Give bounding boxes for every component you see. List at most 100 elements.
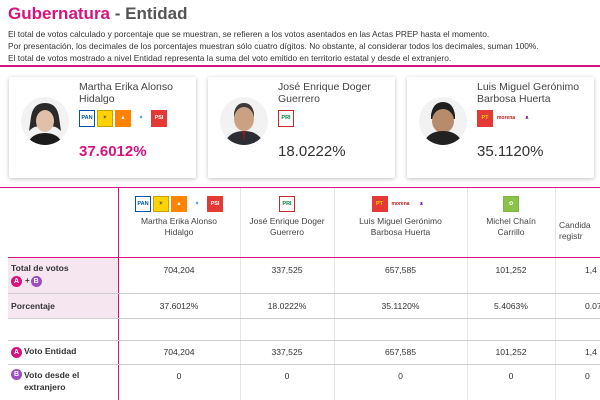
pan-logo-icon: PAN: [79, 109, 95, 127]
title-entidad: Entidad: [125, 4, 188, 23]
extranjero-cell: 0: [398, 371, 403, 381]
entidad-cell: 657,585: [384, 347, 417, 357]
entidad-label: Voto Entidad: [24, 346, 77, 356]
table-divider: [555, 188, 556, 400]
table-divider: [467, 188, 468, 400]
row-divider: [8, 340, 600, 341]
candidate-name: Luis Miguel Gerónimo Barbosa Huerta: [477, 81, 580, 105]
badge-a-icon: A: [11, 347, 22, 358]
party-logos: ✿: [467, 196, 555, 212]
header-divider: [0, 65, 600, 67]
title-gubernatura: Gubernatura: [8, 4, 111, 23]
column-candidate-name: José Enrique Doger Guerrero: [249, 216, 325, 237]
column-candidate-name: Michel Chaín Carrillo: [486, 216, 536, 237]
party-logos: PT morena ᴥ: [477, 107, 535, 129]
row-divider: [8, 364, 600, 365]
candidate-card-barbosa[interactable]: Luis Miguel Gerónimo Barbosa Huerta PT m…: [407, 77, 594, 178]
badge-a-icon: A: [11, 276, 22, 287]
table-divider: [118, 188, 119, 400]
table-divider: [240, 188, 241, 400]
entidad-cell: 337,525: [271, 347, 303, 357]
candidate-percent: 35.1120%: [477, 143, 544, 160]
column-candidate-name: Luis Miguel Gerónimo Barbosa Huerta: [359, 216, 442, 237]
prd-logo-icon: ☀: [153, 196, 169, 212]
mc-logo-icon: ▲: [171, 196, 187, 212]
extranjero-cell: 0: [176, 371, 182, 381]
extranjero-cell: 0: [284, 371, 290, 381]
entidad-cell: 1,4: [585, 347, 597, 357]
total-formula: A + B: [11, 275, 69, 287]
pes-logo-icon: ᴥ: [519, 109, 535, 127]
table-header-rule: [8, 257, 600, 258]
row-label-total: Total de votos A + B: [11, 263, 69, 287]
candidate-percent: 37.6012%: [79, 143, 147, 160]
extranjero-cell: 0: [508, 371, 514, 381]
party-logos: PT morena ᴥ: [334, 196, 467, 212]
page-title: Gubernatura - Entidad: [8, 4, 187, 24]
title-separator: -: [110, 4, 126, 23]
candidate-percent: 18.0222%: [278, 143, 346, 160]
party-logos: PRI: [278, 107, 294, 129]
total-votes-cell: 1,4: [585, 265, 597, 275]
notes-block: El total de votos calculado y porcentaje…: [8, 28, 598, 65]
total-votes-cell: 101,252: [495, 265, 527, 275]
row-divider: [8, 318, 600, 319]
column-header-registered: Candida registr: [555, 188, 600, 258]
cpp-logo-icon: ✦: [133, 109, 149, 127]
total-votes-label: Total de votos: [11, 263, 69, 273]
column-header-doger: PRI José Enrique Doger Guerrero: [240, 188, 334, 258]
pan-logo-icon: PAN: [135, 196, 151, 212]
party-logos: PAN ☀ ▲ ✦ PSI: [118, 196, 240, 212]
note-line-2: Por presentación, los decimales de los p…: [8, 41, 539, 52]
entidad-cell: 101,252: [495, 347, 527, 357]
extranjero-cell: 0: [585, 371, 590, 381]
party-logos: PRI: [240, 196, 334, 212]
row-divider: [8, 293, 600, 294]
percent-cell: 0.07: [585, 301, 600, 311]
morena-logo-icon: morena: [389, 196, 412, 212]
row-label-percent: Porcentaje: [11, 301, 55, 311]
total-votes-cell: 657,585: [384, 265, 417, 275]
percent-cell: 18.0222%: [267, 301, 307, 311]
plus-sign: +: [25, 276, 30, 285]
candidate-card-alonso[interactable]: Martha Erika Alonso Hidalgo PAN ☀ ▲ ✦ PS…: [9, 77, 196, 178]
pt-logo-icon: PT: [371, 196, 388, 212]
total-votes-cell: 337,525: [271, 265, 303, 275]
entidad-cell: 704,204: [163, 347, 195, 357]
row-label-extranjero: B Voto desde el extranjero: [11, 369, 116, 393]
percent-cell: 35.1120%: [381, 301, 420, 311]
row-label-bg: [8, 258, 118, 293]
total-votes-cell: 704,204: [163, 265, 195, 275]
party-logos: PAN ☀ ▲ ✦ PSI: [79, 107, 167, 129]
column-header-chain: ✿ Michel Chaín Carrillo: [467, 188, 555, 258]
row-label-bg: [8, 294, 118, 318]
candidate-card-doger[interactable]: José Enrique Doger Guerrero PRI 18.0222%: [208, 77, 395, 178]
badge-b-icon: B: [30, 276, 42, 287]
psi-logo-icon: PSI: [207, 196, 223, 212]
note-line-1: El total de votos calculado y porcentaje…: [8, 29, 490, 39]
results-table: PAN ☀ ▲ ✦ PSI Martha Erika Alonso Hidalg…: [8, 188, 600, 400]
verde-logo-icon: ✿: [503, 196, 519, 212]
morena-logo-icon: morena: [495, 109, 517, 127]
column-candidate-name: Martha Erika Alonso Hidalgo: [140, 216, 218, 237]
pes-logo-icon: ᴥ: [413, 196, 430, 212]
percent-cell: 37.6012%: [159, 301, 199, 311]
row-label-entidad: A Voto Entidad: [11, 346, 76, 358]
column-candidate-name: Candida registr: [559, 220, 591, 241]
avatar: [21, 97, 69, 145]
column-header-alonso: PAN ☀ ▲ ✦ PSI Martha Erika Alonso Hidalg…: [118, 188, 240, 258]
cpp-logo-icon: ✦: [189, 196, 205, 212]
avatar: [220, 97, 268, 145]
section-divider: [0, 187, 600, 188]
column-header-barbosa: PT morena ᴥ Luis Miguel Gerónimo Barbosa…: [334, 188, 467, 258]
note-line-3: El total de votos mostrado a nivel Entid…: [8, 53, 452, 64]
percent-cell: 5.4063%: [494, 301, 528, 311]
table-divider: [334, 188, 335, 400]
avatar: [419, 97, 467, 145]
candidate-name: José Enrique Doger Guerrero: [278, 81, 371, 105]
pt-logo-icon: PT: [477, 109, 493, 127]
pri-logo-icon: PRI: [278, 109, 294, 127]
mc-logo-icon: ▲: [115, 109, 131, 127]
psi-logo-icon: PSI: [151, 109, 167, 127]
badge-b-icon: B: [11, 369, 22, 380]
